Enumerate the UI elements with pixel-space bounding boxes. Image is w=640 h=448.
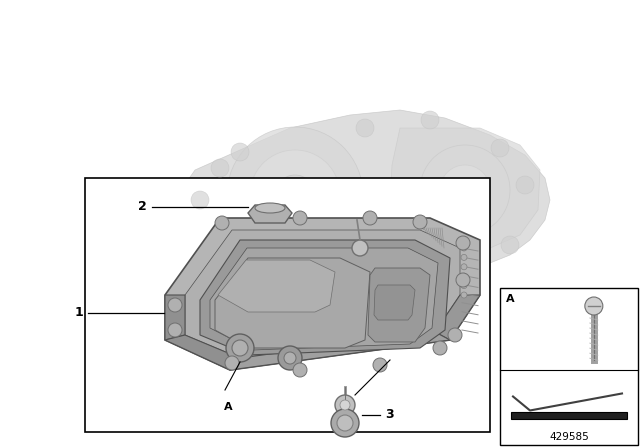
Polygon shape [368,268,430,342]
Circle shape [271,249,289,267]
Circle shape [275,175,315,215]
Circle shape [215,216,229,230]
Polygon shape [374,285,415,320]
Polygon shape [165,218,480,370]
Circle shape [501,236,519,254]
Polygon shape [200,240,450,355]
Circle shape [225,356,239,370]
Circle shape [168,298,182,312]
Circle shape [227,127,363,263]
Circle shape [278,346,302,370]
Polygon shape [390,128,540,252]
Circle shape [461,254,467,260]
Circle shape [331,409,359,437]
Circle shape [250,150,340,240]
Circle shape [191,191,209,209]
Polygon shape [305,255,375,285]
Circle shape [293,363,307,377]
Circle shape [232,340,248,356]
Circle shape [168,323,182,337]
Circle shape [456,236,470,250]
Polygon shape [248,205,292,223]
Circle shape [448,328,462,342]
Circle shape [461,283,467,289]
Text: 3: 3 [385,409,394,422]
Ellipse shape [255,203,285,213]
Circle shape [461,264,467,270]
Circle shape [420,145,510,235]
Circle shape [413,215,427,229]
Polygon shape [210,248,438,350]
Circle shape [461,245,467,251]
Circle shape [451,256,469,274]
Bar [511,413,627,419]
Bar [500,288,638,445]
Text: 429585: 429585 [549,432,589,442]
Polygon shape [165,295,185,340]
Circle shape [491,139,509,157]
Circle shape [335,395,355,415]
Circle shape [226,334,254,362]
Circle shape [373,358,387,372]
Circle shape [352,240,368,256]
Circle shape [421,111,439,129]
Circle shape [221,226,239,244]
Polygon shape [215,258,370,348]
Circle shape [461,273,467,279]
Circle shape [456,273,470,287]
Circle shape [461,292,467,298]
Circle shape [356,119,374,137]
Polygon shape [185,230,460,358]
Circle shape [337,415,353,431]
Polygon shape [218,260,335,312]
Text: 2: 2 [138,201,147,214]
Circle shape [440,165,490,215]
Circle shape [433,341,447,355]
Polygon shape [188,110,550,270]
Polygon shape [230,332,450,370]
Circle shape [351,259,369,277]
Text: 1: 1 [74,306,83,319]
Polygon shape [165,335,240,370]
Circle shape [363,211,377,225]
Circle shape [340,400,350,410]
Circle shape [211,159,229,177]
Bar [85,178,490,432]
Text: A: A [224,402,232,412]
Circle shape [516,176,534,194]
Circle shape [287,187,303,203]
Polygon shape [435,295,480,340]
Circle shape [284,352,296,364]
Text: A: A [506,294,515,304]
Circle shape [231,143,249,161]
Circle shape [293,211,307,225]
Circle shape [585,297,603,315]
